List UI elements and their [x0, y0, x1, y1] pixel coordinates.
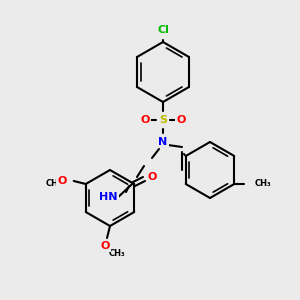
Text: O: O: [57, 176, 66, 186]
Text: O: O: [176, 115, 186, 125]
Text: CH₃: CH₃: [254, 179, 271, 188]
Text: O: O: [140, 115, 150, 125]
Text: CH₃: CH₃: [109, 250, 125, 259]
Text: N: N: [158, 137, 168, 147]
Text: HN: HN: [100, 192, 118, 202]
Text: S: S: [159, 115, 167, 125]
Text: O: O: [147, 172, 157, 182]
Text: O: O: [100, 241, 110, 251]
Text: Cl: Cl: [157, 25, 169, 35]
Text: CH₃: CH₃: [45, 178, 62, 188]
